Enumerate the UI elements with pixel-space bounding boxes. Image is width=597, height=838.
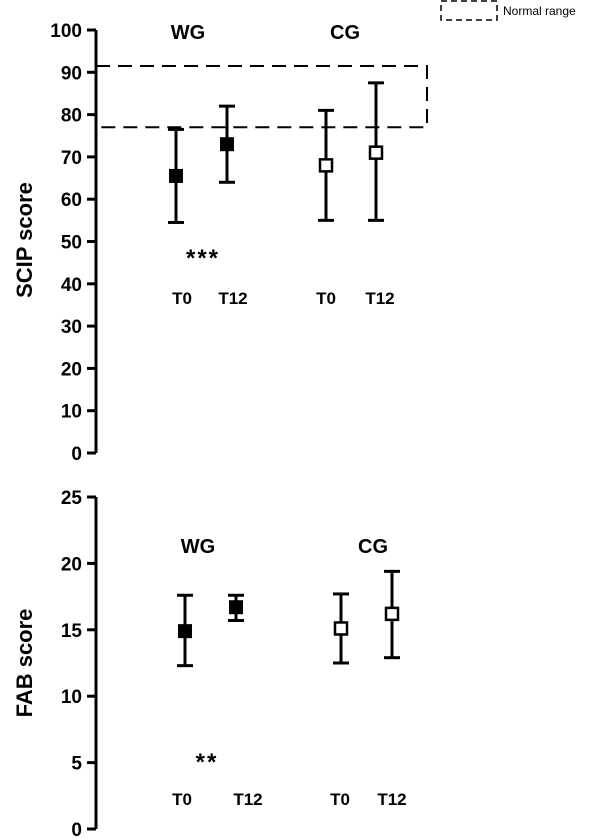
legend: Normal range [440, 0, 576, 21]
scip-wg-t12-marker [220, 137, 234, 152]
scip-group-label-wg: WG [171, 22, 205, 44]
fab-time-label-wg-t0: T0 [172, 790, 192, 809]
scip-wg-t0-point-group [168, 127, 184, 224]
scip-y-tick-label-10: 10 [61, 402, 82, 423]
fab-time-label-cg-t12: T12 [377, 790, 406, 809]
fab-y-tick-label-10: 10 [61, 687, 82, 708]
fab-data-points [177, 569, 400, 668]
scip-y-tick-label-80: 80 [61, 106, 82, 127]
scip-time-label-wg-t12: T12 [218, 289, 247, 308]
fab-group-label-cg: CG [358, 536, 388, 558]
scip-y-ticks: 0 10 20 30 40 50 60 70 80 90 100 [50, 21, 96, 465]
legend-label-normal-range: Normal range [503, 4, 576, 18]
scip-y-tick-label-70: 70 [61, 148, 82, 169]
scip-group-label-cg: CG [330, 22, 360, 44]
fab-significance-label: ** [196, 749, 219, 776]
scip-cg-t12-point-group [368, 81, 384, 222]
fab-time-label-cg-t0: T0 [330, 790, 350, 809]
scip-y-tick-label-100: 100 [50, 21, 82, 42]
fab-wg-t12-point-group [228, 593, 244, 623]
scip-wg-t0-marker [169, 168, 183, 183]
fab-wg-t0-point-group [177, 593, 193, 668]
normal-range-box [95, 64, 428, 129]
fab-y-tick-label-5: 5 [71, 754, 82, 775]
scip-y-tick-label-60: 60 [61, 190, 82, 211]
scip-cg-t0-point-group [318, 108, 334, 222]
legend-swatch-normal-range [440, 0, 498, 21]
scip-y-tick-label-90: 90 [61, 63, 82, 84]
fab-y-tick-label-20: 20 [61, 554, 82, 575]
fab-wg-t12-marker [229, 600, 243, 615]
fab-y-tick-label-25: 25 [61, 488, 83, 509]
fab-time-label-wg-t12: T12 [233, 790, 262, 809]
fab-cg-t12-point-group [384, 569, 400, 660]
scip-y-tick-label-50: 50 [61, 233, 82, 254]
scip-time-label-wg-t0: T0 [172, 289, 192, 308]
scip-data-points [168, 81, 384, 224]
scip-y-tick-label-30: 30 [61, 317, 82, 338]
scip-y-tick-label-0: 0 [71, 444, 82, 465]
scip-y-tick-label-20: 20 [61, 359, 82, 380]
fab-wg-t0-marker [178, 624, 192, 639]
scip-time-label-cg-t12: T12 [365, 289, 394, 308]
scip-cg-t12-marker [368, 145, 384, 160]
fab-y-tick-label-15: 15 [61, 621, 83, 642]
scip-cg-t0-marker [318, 158, 334, 173]
fab-y-axis-title: FAB score [12, 609, 37, 718]
scip-time-label-cg-t0: T0 [316, 289, 336, 308]
fab-cg-t12-marker [384, 606, 400, 622]
fab-group-label-wg: WG [181, 536, 215, 558]
scip-wg-t12-point-group [219, 104, 235, 184]
scip-y-tick-label-40: 40 [61, 275, 82, 296]
fab-cg-t0-marker [333, 621, 349, 636]
scip-y-axis-title: SCIP score [12, 182, 37, 298]
fab-y-tick-label-0: 0 [71, 820, 82, 838]
fab-y-ticks: 0 5 10 15 20 25 [61, 488, 96, 838]
fab-cg-t0-point-group [333, 592, 349, 665]
scip-significance-label: *** [186, 245, 220, 272]
